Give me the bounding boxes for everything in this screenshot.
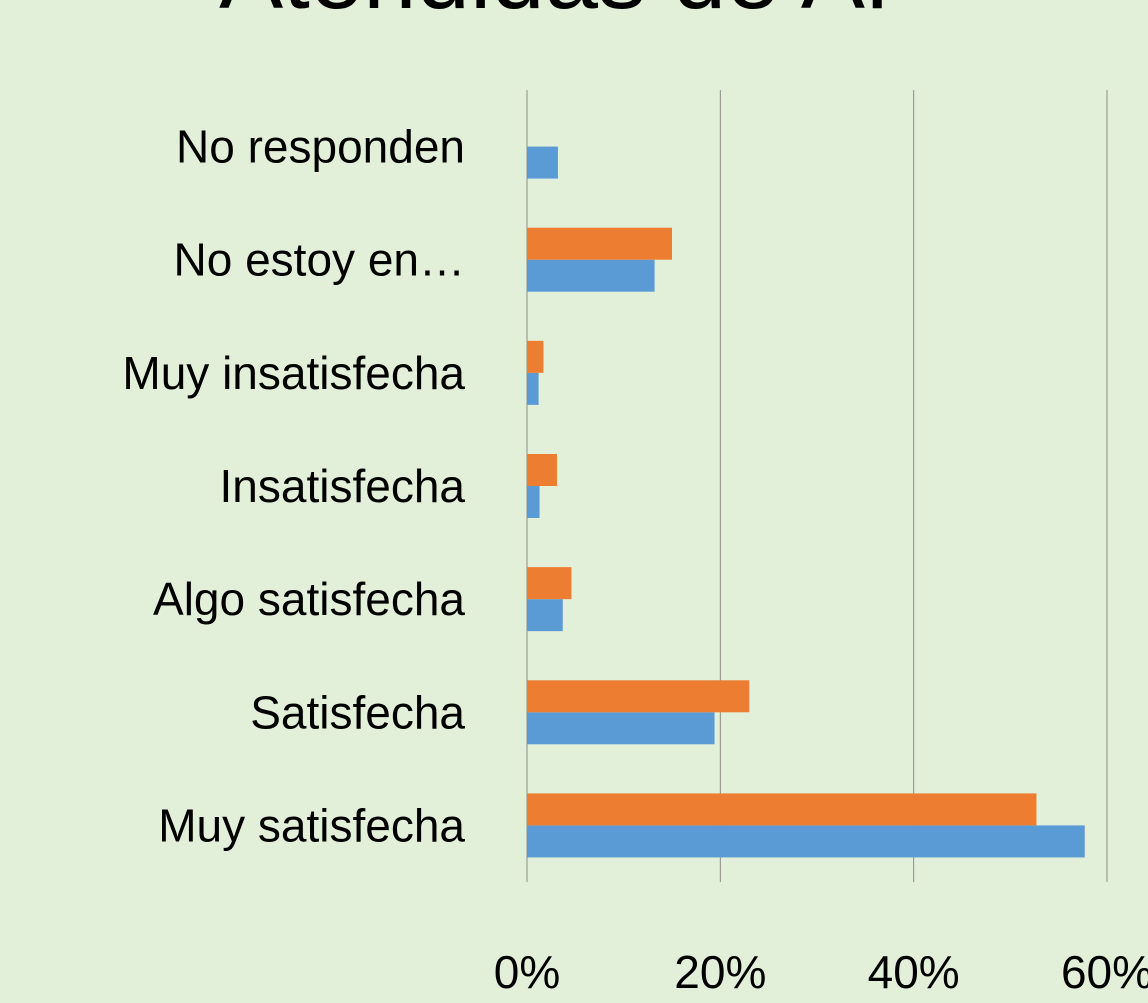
y-tick-label: No estoy en…: [174, 234, 465, 286]
bar: [527, 146, 558, 179]
bar: [527, 712, 715, 745]
chart-title: Atendidas de AP: [219, 0, 929, 29]
bar: [527, 454, 557, 486]
bar: [527, 486, 540, 518]
bar: [527, 259, 655, 292]
bar: [527, 680, 750, 713]
bar: [527, 227, 672, 260]
bar: [527, 340, 544, 373]
bar: [527, 599, 563, 632]
y-tick-label: Insatisfecha: [220, 460, 466, 512]
bar: [527, 372, 539, 405]
y-tick-label: Muy insatisfecha: [122, 347, 465, 399]
y-tick-label: Muy satisfecha: [158, 799, 465, 851]
bar: [527, 825, 1085, 858]
bar: [527, 793, 1037, 826]
y-tick-label: Satisfecha: [250, 686, 465, 738]
y-tick-label: No responden: [176, 121, 465, 173]
x-tick-label: 0%: [494, 946, 560, 998]
x-tick-label: 60%: [1061, 946, 1148, 998]
bar: [527, 567, 572, 600]
x-tick-label: 20%: [674, 946, 766, 998]
x-tick-label: 40%: [868, 946, 960, 998]
y-tick-label: Algo satisfecha: [153, 573, 465, 625]
